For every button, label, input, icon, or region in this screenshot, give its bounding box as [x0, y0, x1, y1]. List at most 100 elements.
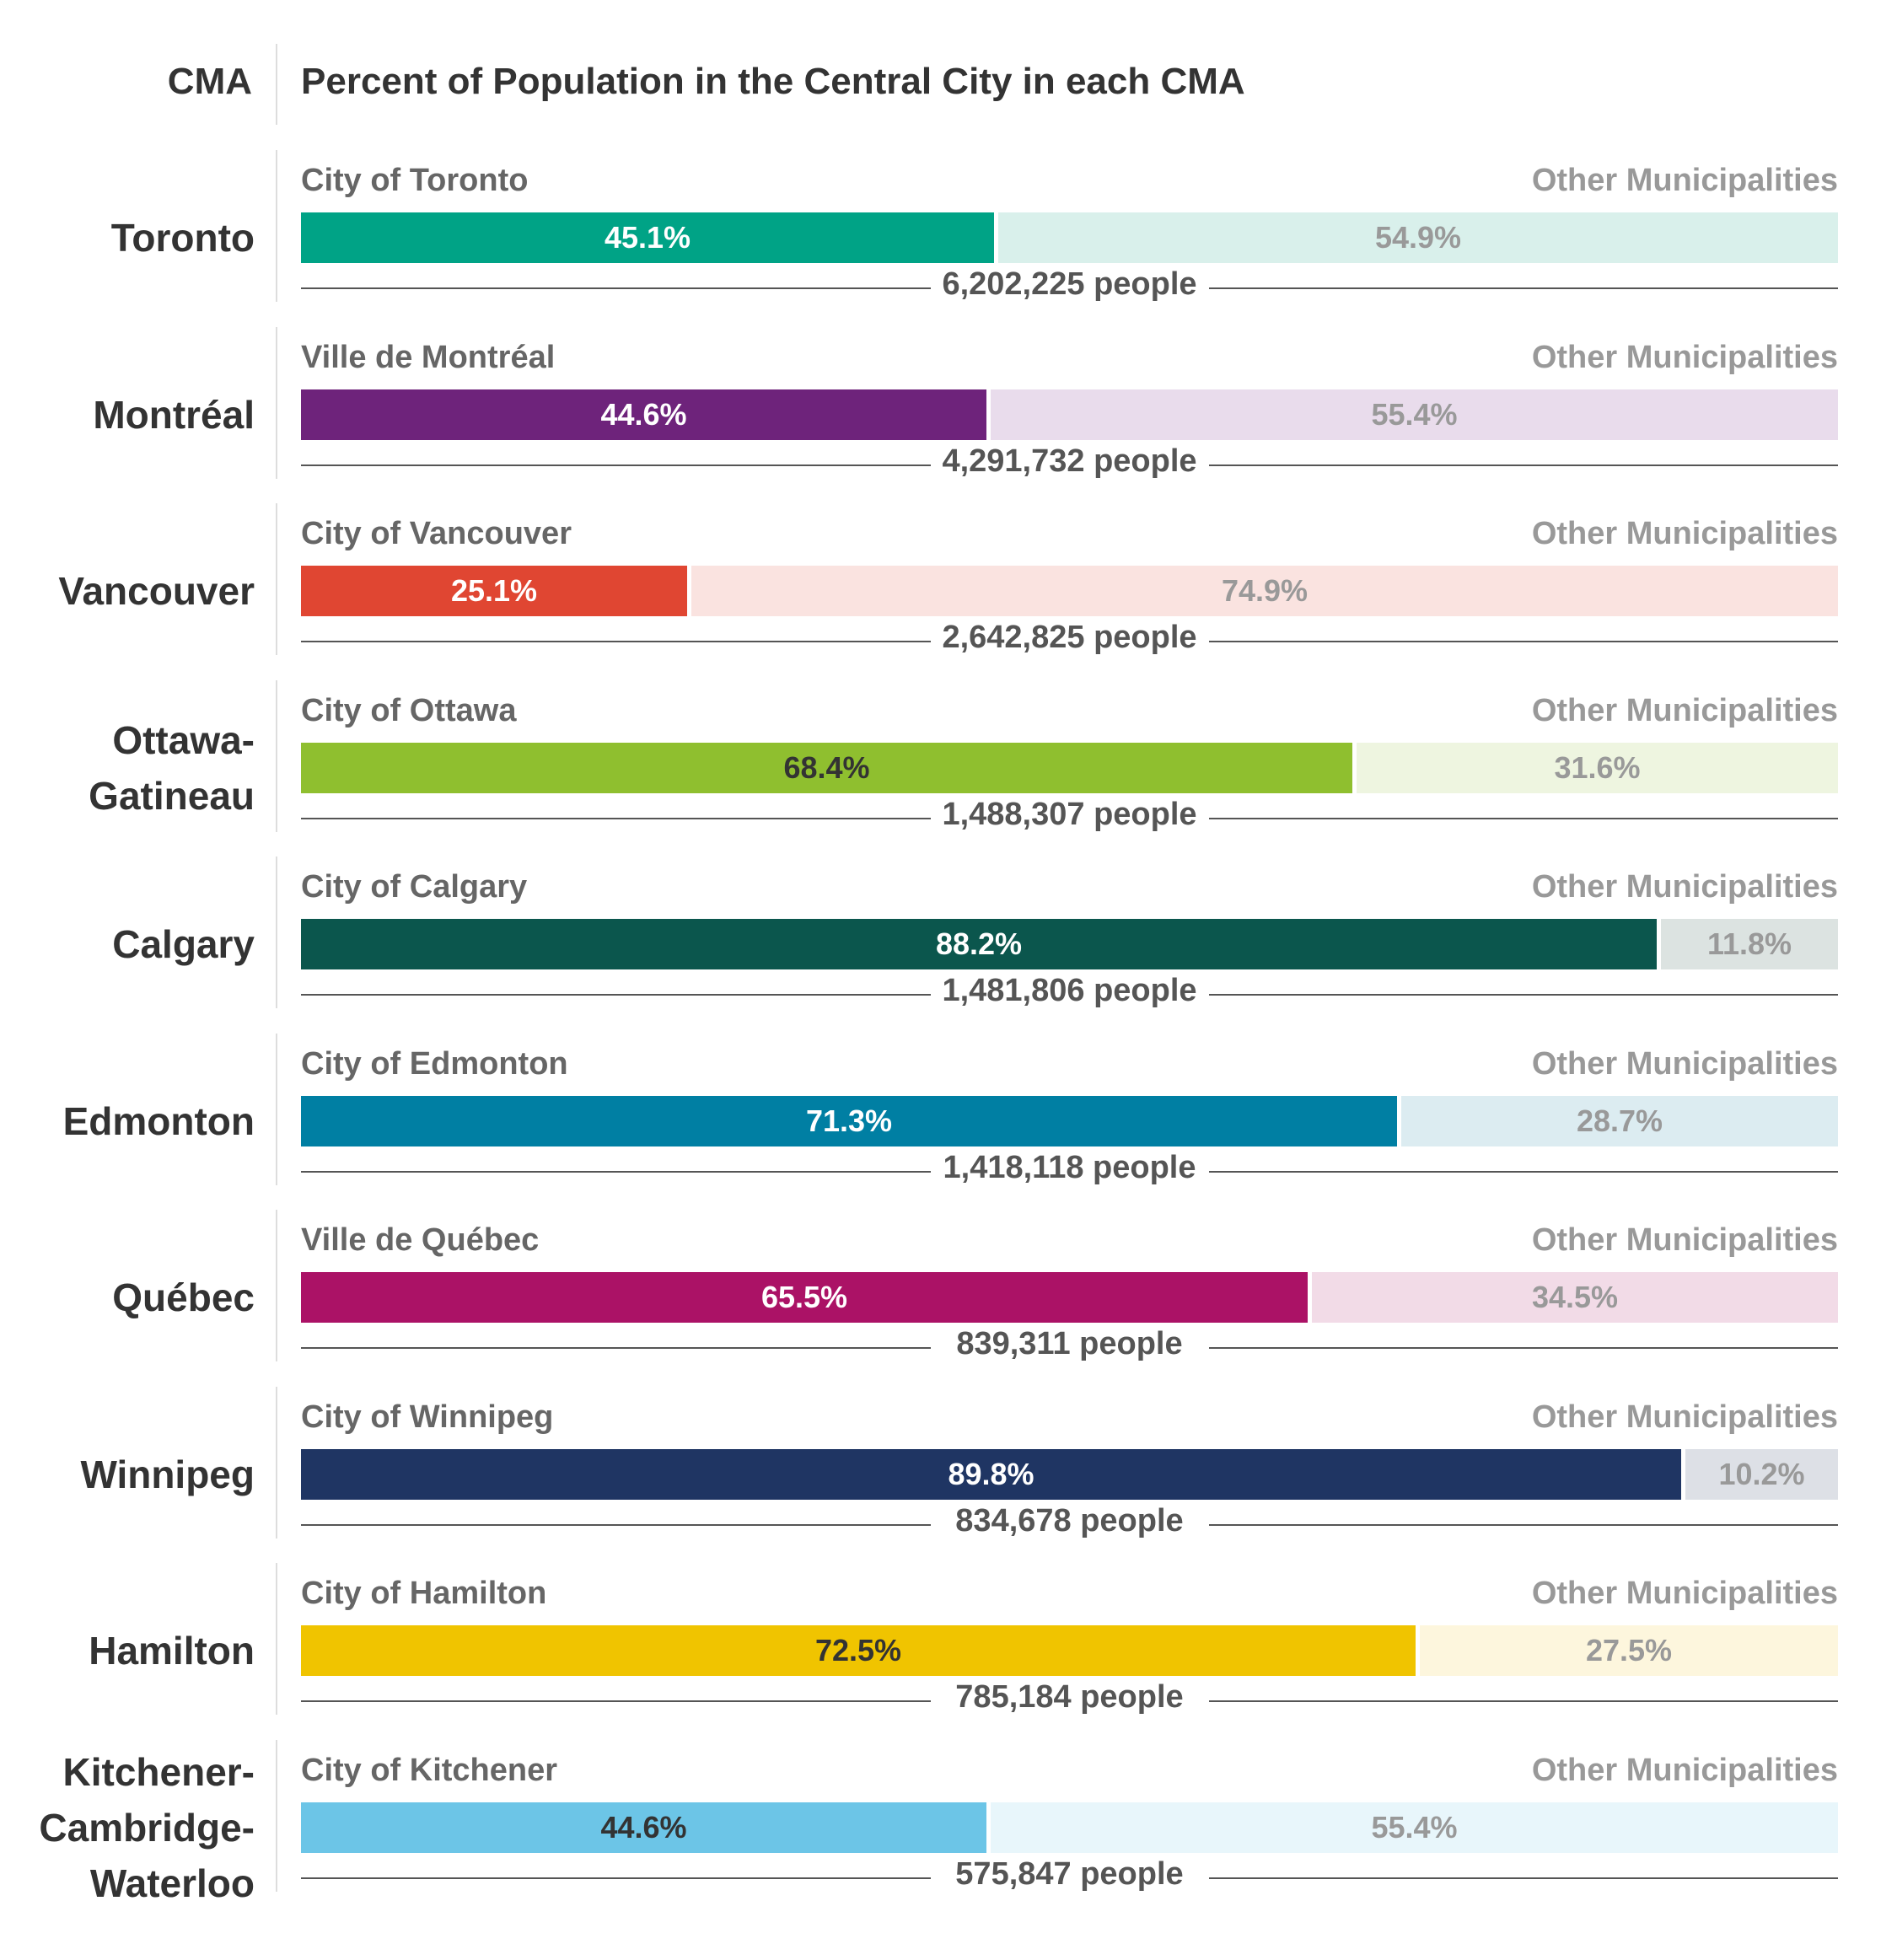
row-divider: [276, 150, 277, 302]
total-bracket-right: [1208, 464, 1838, 466]
central-city-bar: 72.5%: [301, 1625, 1416, 1676]
central-city-label: Ville de Québec: [301, 1222, 540, 1258]
cma-name-line: Montréal: [93, 393, 255, 437]
central-city-bar: 68.4%: [301, 743, 1352, 793]
central-city-label: City of Calgary: [301, 869, 528, 905]
other-municipalities-bar: 55.4%: [991, 389, 1838, 440]
cma-name: Montréal: [93, 387, 255, 443]
total-bracket-left: [301, 464, 931, 466]
total-bracket-right: [1208, 1877, 1838, 1879]
cma-name-line: Ottawa-: [112, 718, 255, 762]
row-divider: [276, 503, 277, 655]
central-city-label: Ville de Montréal: [301, 340, 556, 375]
cma-name-line: Québec: [112, 1275, 255, 1319]
total-bracket-left: [301, 1700, 931, 1702]
cma-row: Hamilton City of Hamilton Other Municipali…: [0, 1563, 1897, 1727]
total-bracket-right: [1208, 818, 1838, 819]
central-city-bar: 71.3%: [301, 1096, 1397, 1146]
total-population-label: 1,418,118 people: [943, 1150, 1196, 1185]
other-municipalities-bar: 27.5%: [1420, 1625, 1838, 1676]
central-city-label: City of Kitchener: [301, 1753, 558, 1788]
cma-row: Québec Ville de Québec Other Municipalitie…: [0, 1210, 1897, 1374]
cma-name-line: Winnipeg: [80, 1453, 255, 1496]
central-city-label: City of Edmonton: [301, 1046, 568, 1082]
row-divider: [276, 1210, 277, 1361]
row-divider: [276, 1034, 277, 1185]
cma-name-line: Calgary: [112, 922, 255, 966]
other-municipalities-label: Other Municipalities: [1531, 693, 1838, 728]
total-population-label: 839,311 people: [956, 1326, 1183, 1361]
cma-row: Toronto City of Toronto Other Municipaliti…: [0, 150, 1897, 314]
cma-row: Montréal Ville de Montréal Other Municipal…: [0, 327, 1897, 491]
cma-column-header: CMA: [167, 61, 252, 102]
total-population-label: 6,202,225 people: [942, 266, 1197, 302]
other-municipalities-bar: 31.6%: [1357, 743, 1838, 793]
central-city-label: City of Vancouver: [301, 516, 572, 551]
cma-name: Winnipeg: [80, 1447, 255, 1502]
total-bracket-left: [301, 1171, 931, 1173]
total-bracket-right: [1208, 1524, 1838, 1526]
cma-name: Edmonton: [63, 1093, 255, 1149]
central-city-bar: 65.5%: [301, 1272, 1308, 1323]
total-population-label: 1,481,806 people: [942, 973, 1197, 1008]
cma-name-line: Waterloo: [89, 1861, 255, 1905]
cma-name: Ottawa- Gatineau: [89, 712, 255, 824]
header-divider: [276, 44, 277, 125]
total-bracket-right: [1208, 1347, 1838, 1349]
cma-name-line: Gatineau: [89, 774, 255, 818]
total-bracket-right: [1208, 994, 1838, 996]
central-city-label: City of Toronto: [301, 163, 529, 198]
central-city-label: City of Ottawa: [301, 693, 517, 728]
cma-name-line: Hamilton: [89, 1629, 255, 1673]
other-municipalities-bar: 54.9%: [998, 212, 1838, 263]
total-population-label: 785,184 people: [955, 1679, 1184, 1715]
central-city-bar: 25.1%: [301, 566, 687, 616]
central-city-bar: 89.8%: [301, 1449, 1681, 1500]
cma-name: Toronto: [111, 210, 255, 266]
total-bracket-right: [1208, 1171, 1838, 1173]
total-population-label: 834,678 people: [955, 1503, 1184, 1538]
other-municipalities-label: Other Municipalities: [1531, 1399, 1838, 1435]
total-bracket-left: [301, 1524, 931, 1526]
central-city-bar: 44.6%: [301, 389, 986, 440]
total-population-label: 2,642,825 people: [942, 620, 1197, 655]
central-city-label: City of Hamilton: [301, 1576, 547, 1611]
central-city-bar: 44.6%: [301, 1802, 986, 1853]
cma-name-line: Toronto: [110, 216, 255, 260]
cma-name: Québec: [112, 1270, 255, 1325]
other-municipalities-label: Other Municipalities: [1531, 516, 1838, 551]
cma-name: Hamilton: [89, 1623, 255, 1678]
total-population-label: 4,291,732 people: [942, 443, 1197, 479]
cma-row: Edmonton City of Edmonton Other Municipali…: [0, 1034, 1897, 1198]
other-municipalities-bar: 74.9%: [691, 566, 1838, 616]
cma-name-line: Cambridge-: [39, 1806, 255, 1850]
total-bracket-left: [301, 641, 931, 642]
other-municipalities-bar: 34.5%: [1312, 1272, 1838, 1323]
other-municipalities-label: Other Municipalities: [1531, 1576, 1838, 1611]
total-population-label: 575,847 people: [955, 1856, 1184, 1892]
other-municipalities-label: Other Municipalities: [1531, 340, 1838, 375]
other-municipalities-bar: 55.4%: [991, 1802, 1838, 1853]
cma-name: Calgary: [112, 916, 255, 972]
total-bracket-left: [301, 287, 931, 289]
cma-row: Ottawa- Gatineau City of Ottawa Other Munic…: [0, 680, 1897, 845]
total-bracket-right: [1208, 287, 1838, 289]
row-divider: [276, 680, 277, 832]
central-city-bar: 88.2%: [301, 919, 1657, 969]
central-city-bar: 45.1%: [301, 212, 994, 263]
total-bracket-left: [301, 1347, 931, 1349]
cma-name-line: Edmonton: [62, 1099, 255, 1143]
cma-row: Winnipeg City of Winnipeg Other Municipali…: [0, 1387, 1897, 1551]
row-divider: [276, 1740, 277, 1892]
cma-row: Calgary City of Calgary Other Municipaliti…: [0, 856, 1897, 1021]
other-municipalities-label: Other Municipalities: [1531, 163, 1838, 198]
row-divider: [276, 1387, 277, 1538]
row-divider: [276, 327, 277, 479]
cma-row: Vancouver City of Vancouver Other Municipa…: [0, 503, 1897, 668]
other-municipalities-label: Other Municipalities: [1531, 1753, 1838, 1788]
chart-title: Percent of Population in the Central Cit…: [301, 61, 1245, 102]
total-bracket-left: [301, 818, 931, 819]
cma-row: Kitchener- Cambridge- Waterloo City of Kitc…: [0, 1740, 1897, 1905]
row-divider: [276, 1563, 277, 1715]
